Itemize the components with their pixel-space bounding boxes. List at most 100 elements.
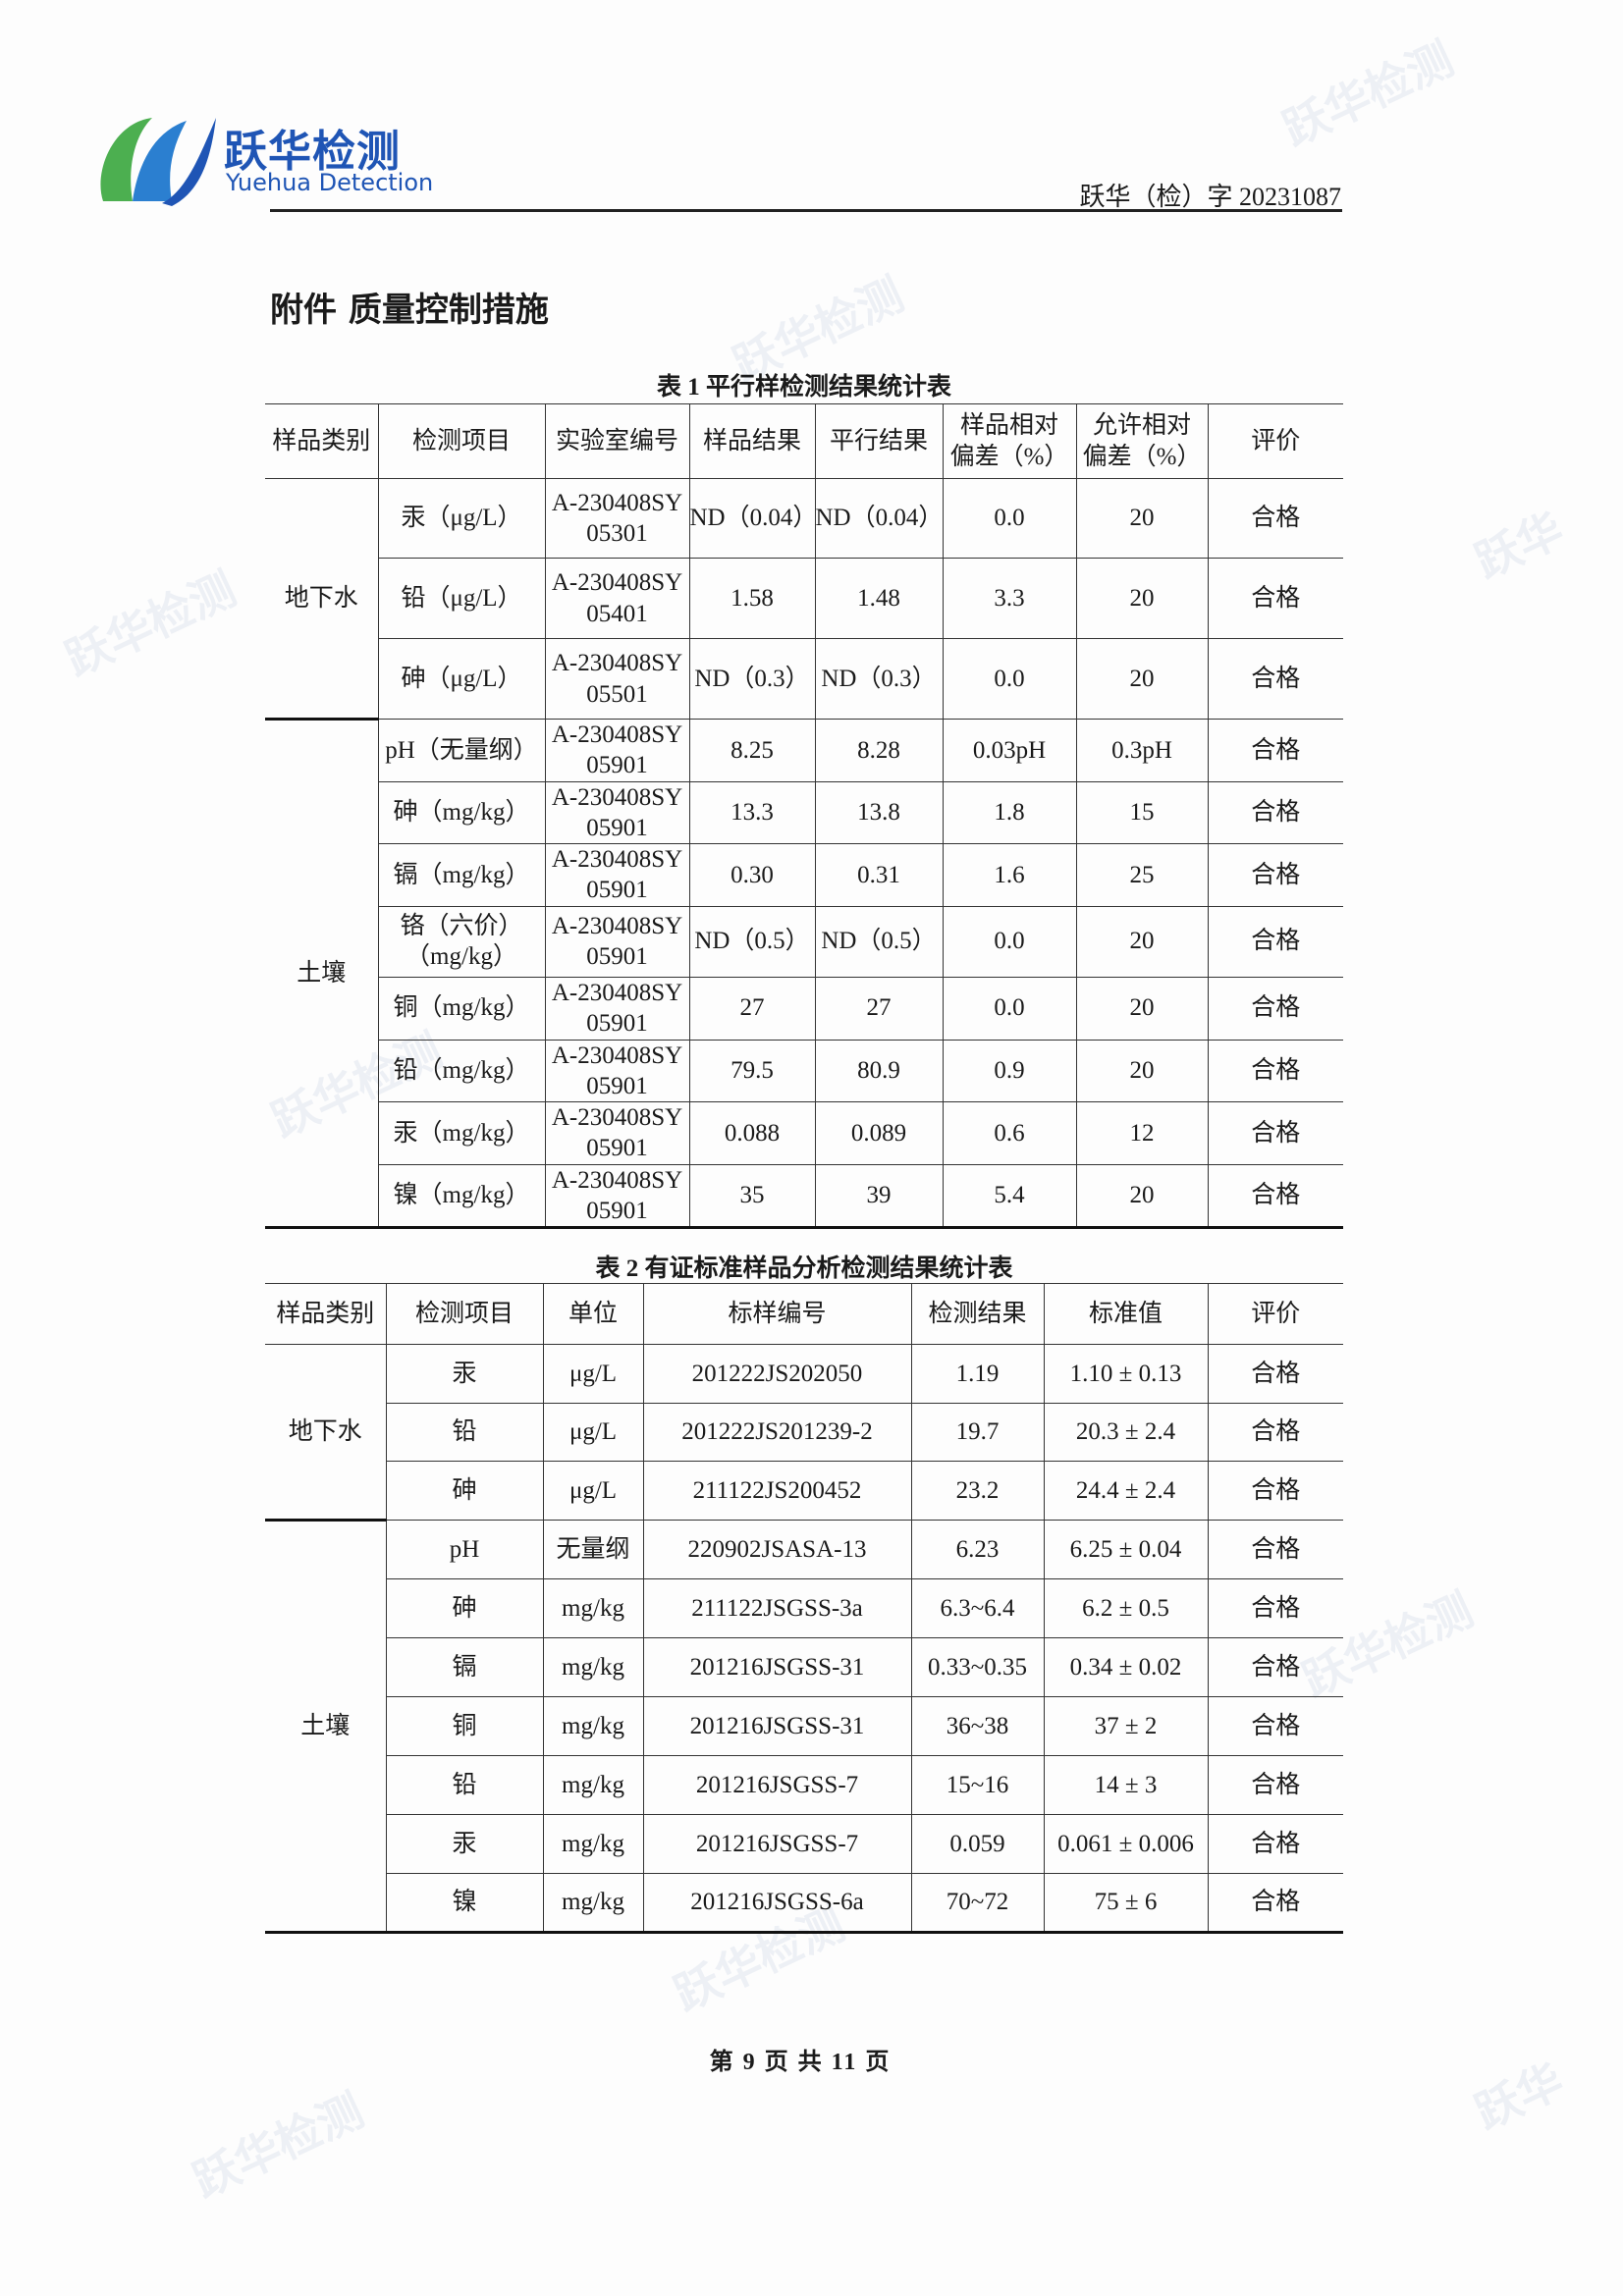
column-header: 样品结果 [688,403,816,479]
table-cell: A-230408SY 05901 [544,719,690,782]
table-cell: 铅 [386,1403,544,1462]
table-cell: μg/L [542,1344,644,1404]
table-cell: 25 [1075,843,1209,907]
column-header: 允许相对 偏差（%） [1075,403,1209,479]
table-cell: 0.6 [942,1101,1077,1165]
table-cell: 0.9 [942,1039,1077,1102]
table-cell: 8.25 [688,719,816,782]
column-header: 评价 [1207,1283,1343,1345]
table-cell: ND（0.3） [814,638,944,720]
table-cell: 铅（μg/L） [378,558,546,639]
table-row: 砷（μg/L） A-230408SY 05501 ND（0.3） ND（0.3） 0.0… [265,638,1343,720]
column-header: 检测项目 [385,1283,544,1345]
table-cell: 砷（μg/L） [378,638,546,720]
table-cell: pH [385,1520,544,1579]
table-cell: 合格 [1207,1520,1343,1579]
table-cell: 201222JS201239-2 [642,1403,912,1462]
table-cell: 220902JSASA-13 [642,1520,912,1579]
table-cell: 201216JSGSS-31 [642,1696,912,1756]
table-row: 土壤 pH（无量纲） A-230408SY 05901 8.25 8.28 0.03pH 0… [265,719,1343,1229]
table-cell: 铬（六价） （mg/kg） [378,905,546,978]
table-cell: 汞 [386,1814,544,1874]
header-row: 样品类别 检测项目 实验室编号 样品结果 平行结果 样品相对 偏差（%） 允许相对 偏差（%… [265,403,1343,479]
table-cell: 12 [1075,1101,1209,1165]
table-cell: 铅（mg/kg） [378,1039,546,1102]
table-cell: 0.31 [814,843,944,907]
table-cell: 37 ± 2 [1043,1696,1209,1756]
watermark: 跃华检测 [57,561,244,687]
table-cell: 0.30 [688,843,816,907]
table-cell: 1.8 [942,780,1077,844]
table-cell: 1.6 [942,843,1077,907]
table-cell: A-230408SY 05901 [544,1039,690,1102]
table-cell: 合格 [1207,558,1343,639]
column-header: 样品类别 [265,1283,387,1345]
table-cell: μg/L [542,1461,644,1521]
table-cell: A-230408SY 05901 [544,780,690,844]
reference-sample-table: 样品类别 检测项目 单位 标样编号 检测结果 标准值 评价 地下水汞 μg/L 201222JS2… [265,1283,1343,1934]
table-cell: 汞（mg/kg） [378,1101,546,1165]
table-cell: 70~72 [910,1873,1045,1934]
table-cell: A-230408SY 05901 [544,843,690,907]
table-cell: 0.061 ± 0.006 [1043,1814,1209,1874]
table-cell: 20 [1075,558,1209,639]
table-cell: 13.8 [814,780,944,844]
table-cell: 1.58 [688,558,816,639]
table-row: 镉（mg/kg） A-230408SY 05901 0.30 0.31 1.6 25 合格 [265,843,1343,907]
table-cell: 79.5 [688,1039,816,1102]
table-row: 镍（mg/kg） A-230408SY 05901 35 39 5.4 20 合格 [265,1163,1343,1229]
table-cell: 合格 [1207,1578,1343,1638]
table-cell: 合格 [1207,478,1343,559]
table-cell: 6.23 [910,1520,1045,1579]
column-header: 标样编号 [642,1283,912,1345]
table-cell: 合格 [1207,1637,1343,1697]
table-cell: 23.2 [910,1461,1045,1521]
table-cell: 39 [814,1163,944,1229]
table-cell: 合格 [1207,1163,1343,1229]
logo-text: 跃华检测 [224,127,401,177]
table-cell: 201216JSGSS-31 [642,1637,912,1697]
column-header: 单位 [542,1283,644,1345]
table-cell: mg/kg [542,1814,644,1874]
table-cell: mg/kg [542,1578,644,1638]
table-cell: ND（0.5） [814,905,944,978]
table-cell: 13.3 [688,780,816,844]
table-cell: 201222JS202050 [642,1344,912,1404]
table-cell: 0.0 [942,478,1077,559]
table-cell: 201216JSGSS-7 [642,1755,912,1815]
column-header: 平行结果 [814,403,944,479]
column-header: 实验室编号 [544,403,690,479]
sample-category: 土壤 [265,719,379,1229]
table-cell: 0.33~0.35 [910,1637,1045,1697]
table-cell: 20 [1075,1039,1209,1102]
header-divider [270,209,1342,212]
table-cell: 砷（mg/kg） [378,780,546,844]
table-cell: 铜（mg/kg） [378,976,546,1041]
table-cell: ND（0.04） [688,478,817,559]
table1-caption: 表 1 平行样检测结果统计表 [656,374,951,400]
table-cell: 8.28 [814,719,944,782]
table-cell: mg/kg [542,1873,644,1934]
table-row: 砷 μg/L 211122JS200452 23.2 24.4 ± 2.4 合格 [265,1461,1343,1521]
table-cell: 80.9 [814,1039,944,1102]
table-cell: ND（0.3） [688,638,816,720]
table-cell: 合格 [1207,1873,1343,1934]
table-cell: 19.7 [910,1403,1045,1462]
table-cell: 0.0 [942,905,1077,978]
table-cell: A-230408SY 05901 [544,976,690,1041]
table-cell: 汞 [385,1344,544,1404]
table-cell: 20 [1075,638,1209,720]
table-cell: A-230408SY 05901 [544,1101,690,1165]
table-cell: 镍 [386,1873,544,1934]
table-row: 镍 mg/kg 201216JSGSS-6a 70~72 75 ± 6 合格 [265,1873,1343,1934]
table-cell: 合格 [1207,905,1343,978]
table-row: 铅 mg/kg 201216JSGSS-7 15~16 14 ± 3 合格 [265,1755,1343,1815]
table-cell: mg/kg [542,1755,644,1815]
table-cell: ND（0.5） [688,905,816,978]
column-header: 检测结果 [910,1283,1045,1345]
table-cell: 合格 [1207,1814,1343,1874]
table-cell: 15~16 [910,1755,1045,1815]
table-cell: A-230408SY 05501 [544,638,690,720]
table-cell: 0.0 [942,638,1077,720]
table-cell: 铜 [386,1696,544,1756]
